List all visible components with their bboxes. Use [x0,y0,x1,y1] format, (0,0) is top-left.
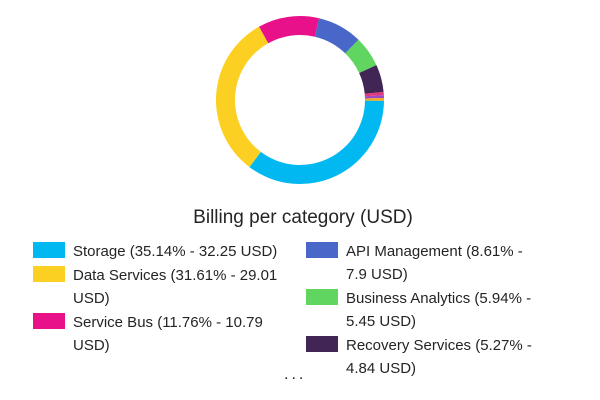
donut-slice-other-1[interactable] [364,91,384,97]
chart-title: Billing per category (USD) [193,207,413,228]
donut-slice-other-3[interactable] [364,97,384,101]
legend-swatch-storage [33,242,65,258]
legend-swatch-api-management [306,242,338,258]
legend-item-service-bus[interactable]: Service Bus (11.76% - 10.79 USD) [33,311,295,357]
legend-swatch-recovery-services [306,336,338,352]
donut-slice-storage[interactable] [249,100,384,184]
donut-slice-data-services[interactable] [216,26,269,168]
legend-item-storage[interactable]: Storage (35.14% - 32.25 USD) [33,240,295,263]
legend-label-storage: Storage (35.14% - 32.25 USD) [73,243,278,260]
donut-slice-other-2[interactable] [364,95,384,99]
legend-label-data-services: Data Services (31.61% - 29.01 USD) [73,267,278,307]
legend-item-business-analytics[interactable]: Business Analytics (5.94% - 5.45 USD) [306,287,546,333]
legend-more-button[interactable]: ... [284,366,307,383]
donut-chart [216,15,384,184]
donut-slice-recovery-services[interactable] [359,65,384,94]
legend-swatch-business-analytics [306,289,338,305]
legend-swatch-data-services [33,266,65,282]
legend-item-api-management[interactable]: API Management (8.61% - 7.9 USD) [306,240,546,286]
legend-left-column: Storage (35.14% - 32.25 USD) Data Servic… [33,240,295,358]
legend-label-api-management: API Management (8.61% - 7.9 USD) [346,243,523,283]
legend-right-column: API Management (8.61% - 7.9 USD) Busines… [306,240,546,381]
donut-slice-service-bus[interactable] [259,15,320,44]
legend-item-recovery-services[interactable]: Recovery Services (5.27% - 4.84 USD) [306,334,546,380]
donut-slice-business-analytics[interactable] [345,39,377,74]
legend-label-service-bus: Service Bus (11.76% - 10.79 USD) [73,314,263,354]
legend-item-data-services[interactable]: Data Services (31.61% - 29.01 USD) [33,264,295,310]
legend-label-business-analytics: Business Analytics (5.94% - 5.45 USD) [346,290,532,330]
legend-swatch-service-bus [33,313,65,329]
donut-slice-api-management[interactable] [314,18,359,54]
legend-label-recovery-services: Recovery Services (5.27% - 4.84 USD) [346,337,532,377]
